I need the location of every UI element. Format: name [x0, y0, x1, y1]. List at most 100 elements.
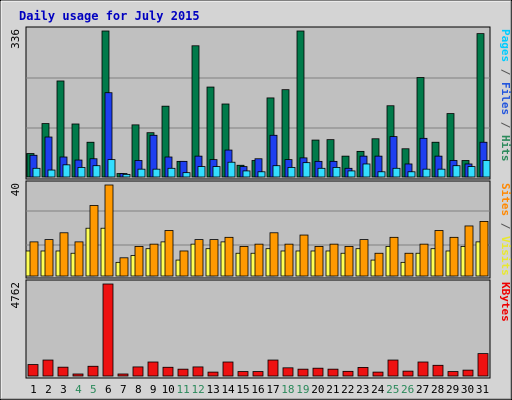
- x-tick-label-day-5: 5: [90, 383, 97, 396]
- bar-sites-day-29: [449, 236, 459, 277]
- x-tick-label-day-12: 12: [192, 383, 205, 396]
- bar-sites-day-31: [479, 220, 489, 277]
- bar-kbytes-day-16: [252, 371, 264, 377]
- bar-pages-day-14: [227, 161, 236, 178]
- bar-pages-day-28: [437, 168, 446, 178]
- bar-sites-day-25: [389, 236, 399, 277]
- bar-kbytes-day-9: [147, 361, 159, 377]
- x-tick-label-day-3: 3: [60, 383, 67, 396]
- panel-hits-legend-part: Files: [499, 82, 512, 115]
- bar-kbytes-day-28: [432, 364, 444, 377]
- bar-sites-day-2: [44, 239, 54, 277]
- bar-sites-day-12: [194, 239, 204, 277]
- bar-pages-day-21: [332, 167, 341, 178]
- bar-sites-day-27: [419, 243, 429, 277]
- bar-pages-day-20: [317, 167, 326, 178]
- x-tick-label-day-9: 9: [150, 383, 157, 396]
- bar-sites-day-21: [329, 243, 339, 277]
- x-tick-label-day-26: 26: [401, 383, 414, 396]
- chart-title: Daily usage for July 2015: [19, 9, 200, 23]
- x-tick-label-day-7: 7: [120, 383, 127, 396]
- x-tick-label-day-10: 10: [162, 383, 175, 396]
- bar-kbytes-day-6: [102, 283, 114, 377]
- x-tick-label-day-31: 31: [476, 383, 489, 396]
- bar-kbytes-day-23: [357, 367, 369, 377]
- x-tick-label-day-23: 23: [356, 383, 369, 396]
- panel-hits: 336 Pages / Files / Hits: [9, 26, 512, 180]
- x-tick-label-day-24: 24: [371, 383, 385, 396]
- panel-kbytes-legend-part: KBytes: [499, 282, 512, 322]
- bar-sites-day-26: [404, 252, 414, 277]
- bar-sites-day-16: [254, 243, 264, 277]
- bar-pages-day-22: [347, 170, 356, 178]
- bar-kbytes-day-8: [132, 366, 144, 377]
- bar-pages-day-12: [197, 166, 206, 178]
- bar-sites-day-30: [464, 225, 474, 277]
- bar-pages-day-7: [122, 173, 131, 178]
- bar-sites-day-10: [164, 230, 174, 277]
- bar-kbytes-day-18: [282, 367, 294, 377]
- bar-sites-day-4: [74, 241, 84, 277]
- bar-hits-day-19: [296, 30, 305, 178]
- bar-kbytes-day-4: [72, 373, 84, 377]
- bar-kbytes-day-1: [27, 364, 39, 377]
- bar-pages-day-18: [287, 167, 296, 178]
- panel-kbytes-ymax-label: 4762: [9, 282, 22, 309]
- x-tick-label-day-16: 16: [251, 383, 264, 396]
- panel-visits-legend-part: /: [499, 216, 512, 236]
- bar-sites-day-11: [179, 250, 189, 277]
- x-tick-label-day-6: 6: [105, 383, 112, 396]
- x-tick-label-day-2: 2: [45, 383, 52, 396]
- bar-pages-day-29: [452, 165, 461, 178]
- x-tick-label-day-14: 14: [221, 383, 235, 396]
- bar-sites-day-7: [119, 257, 129, 277]
- panel-visits-legend-part: Sites: [499, 183, 512, 216]
- bar-pages-day-8: [137, 168, 146, 178]
- bar-pages-day-27: [422, 168, 431, 178]
- bar-kbytes-day-22: [342, 370, 354, 377]
- chart-plot-area: 336 Pages / Files / Hits 40 Sites / Visits 4…: [9, 26, 512, 396]
- x-tick-label-day-4: 4: [75, 383, 82, 396]
- bar-kbytes-day-27: [417, 361, 429, 377]
- bar-pages-day-5: [92, 165, 101, 178]
- bar-pages-day-15: [242, 170, 251, 178]
- x-tick-label-day-15: 15: [236, 383, 249, 396]
- bar-kbytes-day-10: [162, 366, 174, 377]
- bar-pages-day-16: [257, 171, 266, 178]
- bar-pages-day-31: [482, 160, 491, 178]
- bar-kbytes-day-5: [87, 365, 99, 377]
- bar-kbytes-day-11: [177, 368, 189, 377]
- bar-sites-day-19: [299, 234, 309, 277]
- bar-pages-day-6: [107, 159, 116, 178]
- bar-pages-day-11: [182, 172, 191, 178]
- x-tick-label-day-30: 30: [461, 383, 474, 396]
- bar-sites-day-23: [359, 239, 369, 277]
- panel-visits-legend-part: Visits: [499, 236, 512, 276]
- bar-kbytes-day-15: [237, 371, 249, 377]
- bar-kbytes-day-29: [447, 371, 459, 377]
- x-tick-label-day-20: 20: [311, 383, 324, 396]
- panel-visits-ymax-label: 40: [9, 183, 22, 196]
- bar-kbytes-day-21: [327, 368, 339, 377]
- bar-pages-day-1: [32, 167, 41, 178]
- bar-pages-day-4: [77, 167, 86, 178]
- bar-sites-day-17: [269, 232, 279, 277]
- x-tick-label-day-25: 25: [386, 383, 399, 396]
- bar-kbytes-day-31: [477, 353, 489, 377]
- panel-kbytes-legend-label: KBytes: [499, 282, 512, 322]
- bar-sites-day-24: [374, 252, 384, 277]
- bar-sites-day-20: [314, 246, 324, 277]
- bar-pages-day-23: [362, 163, 371, 178]
- bar-pages-day-2: [47, 169, 56, 178]
- x-tick-label-day-22: 22: [341, 383, 354, 396]
- bar-pages-day-17: [272, 165, 281, 178]
- bar-pages-day-9: [152, 168, 161, 178]
- bar-pages-day-10: [167, 167, 176, 178]
- bar-kbytes-day-12: [192, 366, 204, 377]
- bar-kbytes-day-20: [312, 367, 324, 377]
- bar-kbytes-day-2: [42, 359, 54, 377]
- bar-pages-day-13: [212, 166, 221, 178]
- panel-hits-legend-part: Hits: [499, 135, 512, 162]
- panel-kbytes: 4762 KBytes: [9, 279, 512, 379]
